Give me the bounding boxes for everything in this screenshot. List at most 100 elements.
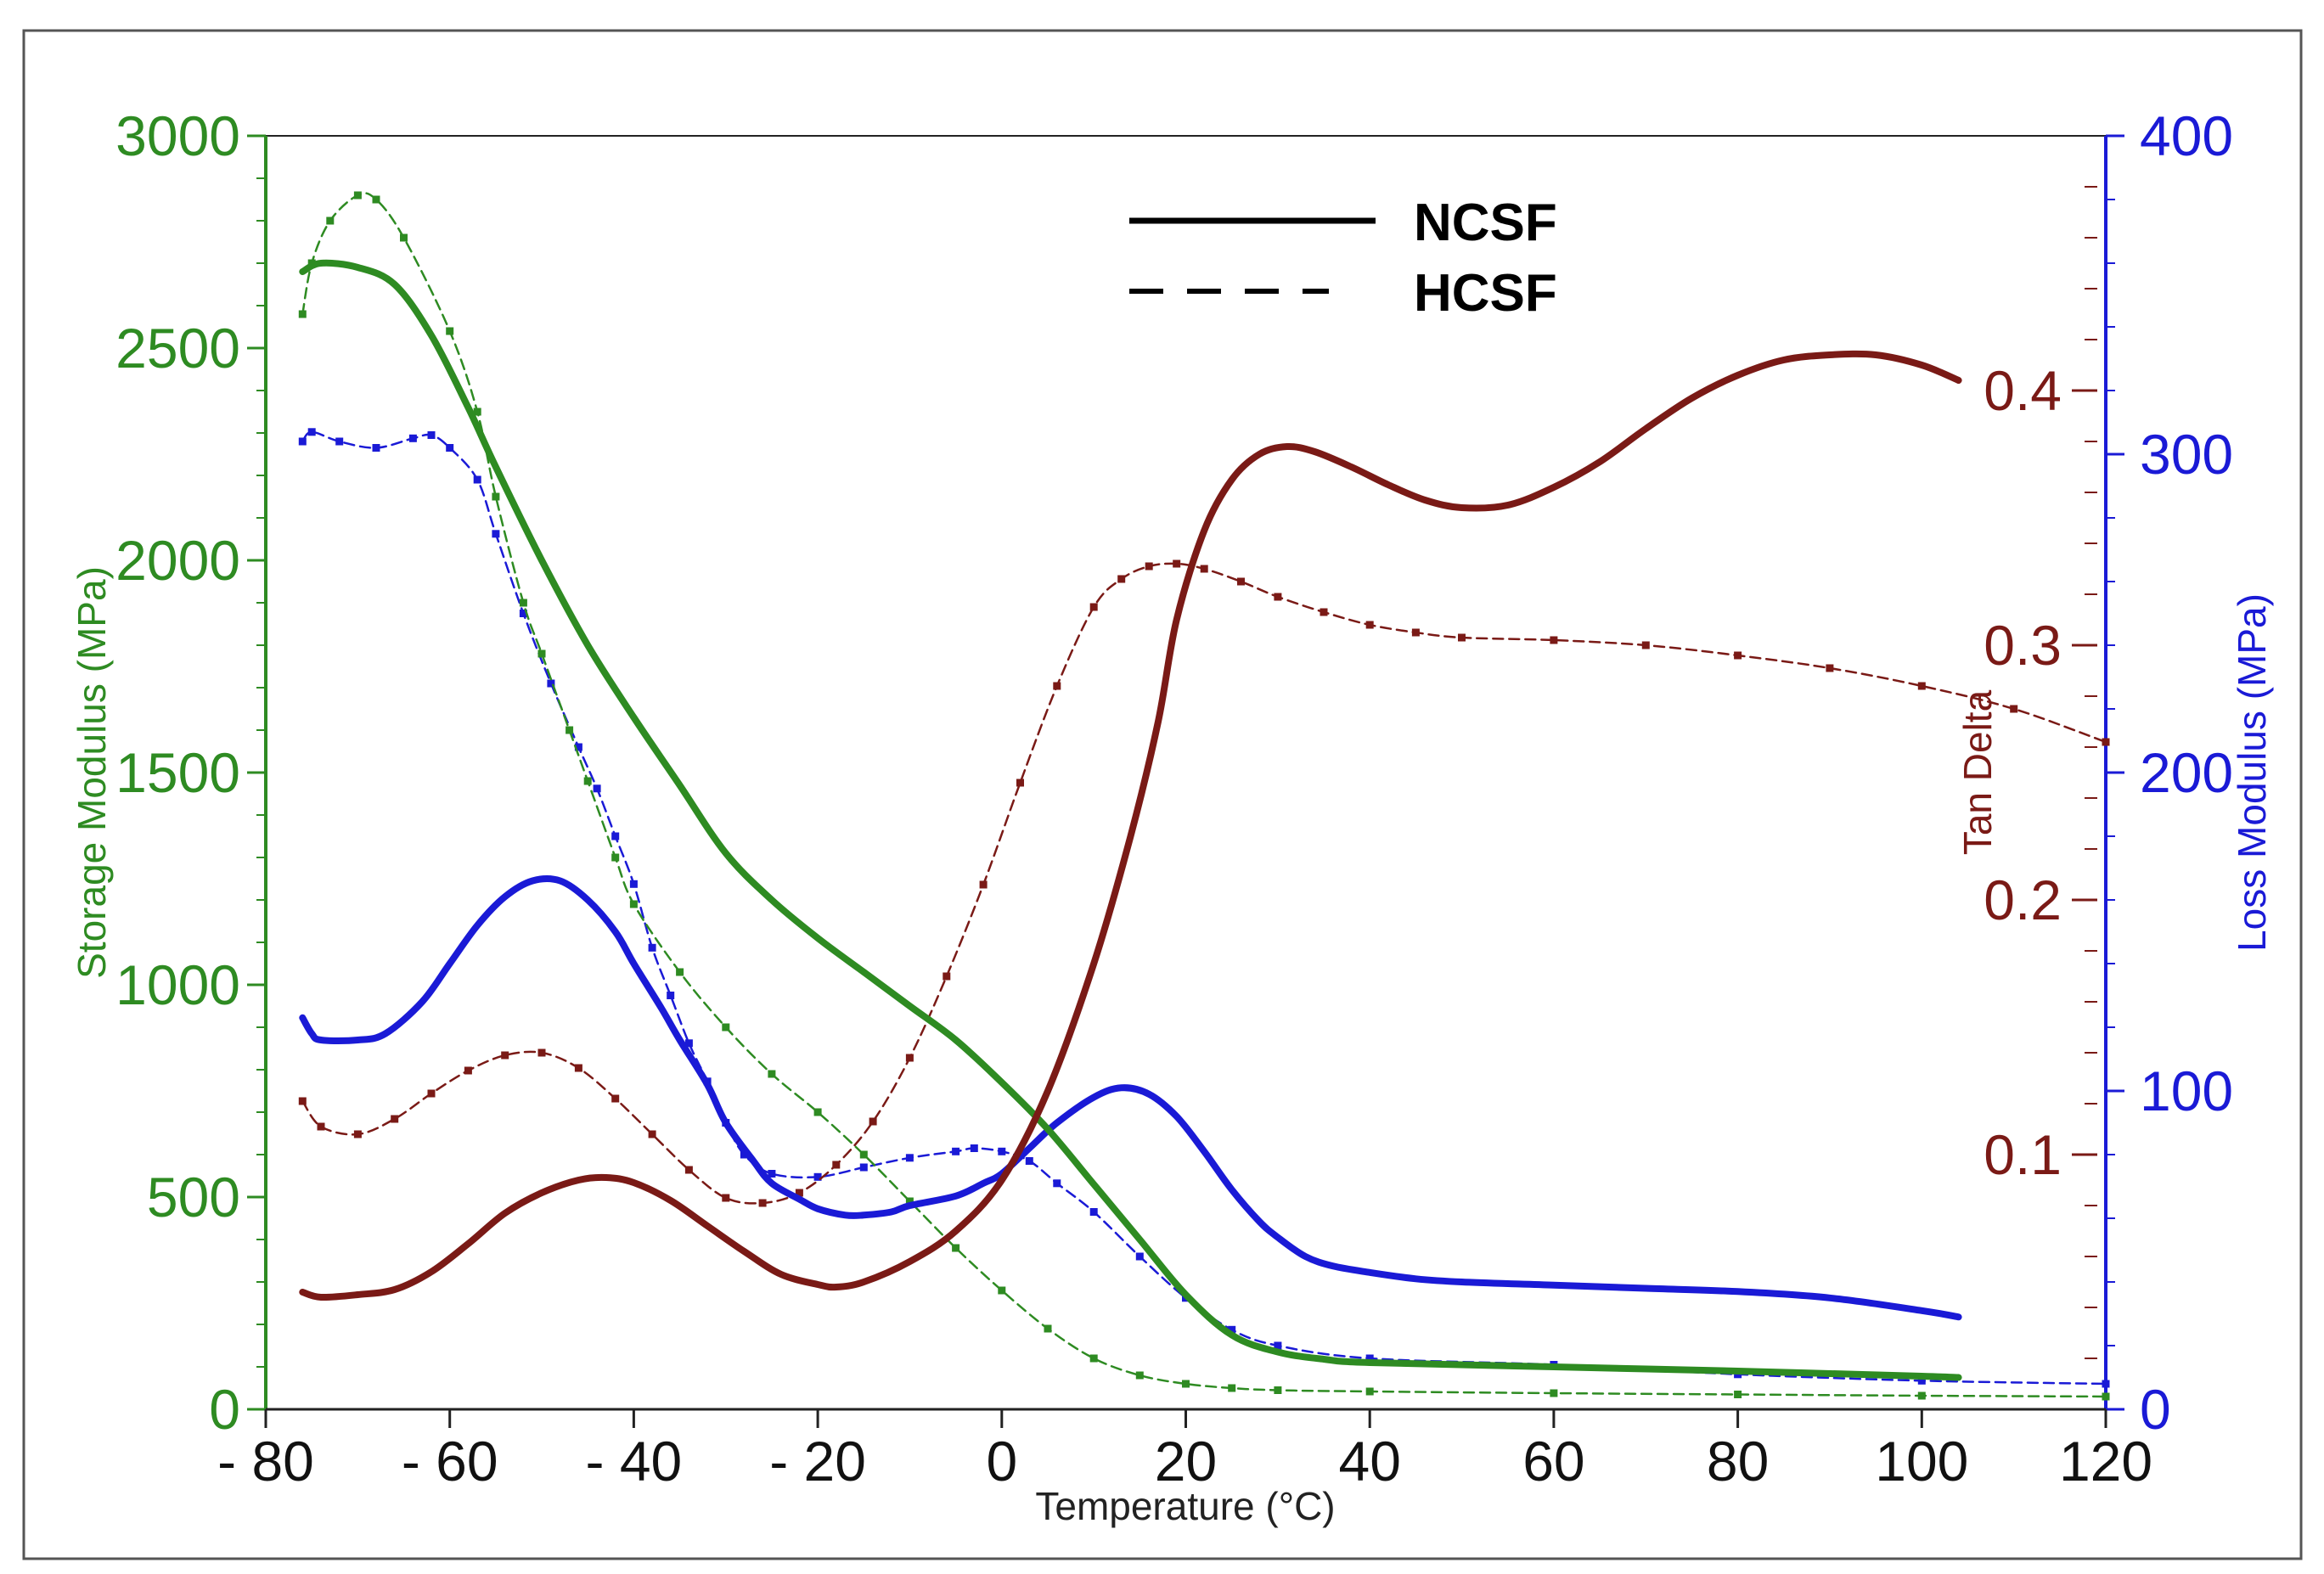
data-point-storage-modulus-hcsf <box>722 1023 730 1032</box>
data-point-tan-delta-hcsf <box>648 1130 656 1138</box>
x-tick-label: 0 <box>986 1430 1017 1492</box>
x-tick-label: 40 <box>1338 1430 1400 1492</box>
data-point-loss-modulus-hcsf <box>684 1039 693 1048</box>
data-point-loss-modulus-hcsf <box>408 434 417 442</box>
data-point-storage-modulus-hcsf <box>1734 1391 1742 1398</box>
data-point-loss-modulus-hcsf <box>1025 1157 1033 1165</box>
x-axis-ticks: - 80 - 60 - 40 - 20 0 20 40 60 80 100 120 <box>217 1409 2152 1492</box>
x-tick-label: 60 <box>1522 1430 1584 1492</box>
data-point-tan-delta-hcsf <box>1641 641 1650 649</box>
data-point-tan-delta-hcsf <box>1016 779 1024 787</box>
line-storage-modulus-hcsf <box>301 192 2107 1398</box>
data-point-loss-modulus-hcsf <box>1228 1325 1236 1334</box>
data-point-tan-delta-hcsf <box>1365 621 1374 629</box>
storage-tick-label: 0 <box>209 1378 240 1441</box>
tan-axis-ticks: 0.1 0.2 0.3 0.4 <box>1984 186 2097 1359</box>
loss-tick-label: 200 <box>2140 741 2233 804</box>
data-point-loss-modulus-hcsf <box>905 1154 914 1162</box>
data-point-storage-modulus-hcsf <box>998 1286 1006 1295</box>
data-point-loss-modulus-hcsf <box>519 610 527 617</box>
data-point-loss-modulus-hcsf <box>307 428 316 436</box>
data-point-storage-modulus-hcsf <box>905 1197 914 1206</box>
loss-axis: 0 100 200 300 400 Loss Modulus (MPa) <box>2104 104 2274 1441</box>
data-point-tan-delta-hcsf <box>1826 664 1834 672</box>
data-point-loss-modulus-hcsf <box>648 943 656 952</box>
data-point-storage-modulus-hcsf <box>1135 1371 1144 1380</box>
data-point-loss-modulus-hcsf <box>970 1144 978 1152</box>
data-point-loss-modulus-hcsf <box>1917 1376 1926 1385</box>
data-point-tan-delta-hcsf <box>869 1117 877 1126</box>
data-point-tan-delta-hcsf <box>905 1054 914 1062</box>
storage-tick-label: 2000 <box>115 529 240 592</box>
loss-tick-label: 300 <box>2140 423 2233 486</box>
data-point-storage-modulus-hcsf <box>353 191 362 200</box>
data-point-loss-modulus-hcsf <box>1274 1341 1282 1350</box>
data-point-loss-modulus-hcsf <box>1365 1354 1374 1363</box>
data-point-tan-delta-hcsf <box>1200 565 1208 573</box>
data-point-tan-delta-hcsf <box>1053 682 1061 690</box>
data-point-loss-modulus-hcsf <box>667 992 675 999</box>
data-point-tan-delta-hcsf <box>317 1122 325 1131</box>
loss-axis-ticks: 0 100 200 300 400 <box>2106 104 2233 1441</box>
data-point-tan-delta-hcsf <box>1411 628 1420 637</box>
data-point-storage-modulus-hcsf <box>400 233 408 242</box>
data-point-storage-modulus-hcsf <box>676 968 684 976</box>
data-point-storage-modulus-hcsf <box>1044 1324 1052 1333</box>
data-point-storage-modulus-hcsf <box>611 853 620 862</box>
data-point-tan-delta-hcsf <box>537 1048 546 1057</box>
data-point-storage-modulus-hcsf <box>298 310 307 318</box>
tan-tick-label: 0.1 <box>1984 1123 2062 1186</box>
storage-tick-label: 1500 <box>115 741 240 804</box>
data-point-loss-modulus-hcsf <box>1135 1252 1144 1261</box>
series-storage-modulus-hcsf <box>298 191 2110 1401</box>
data-point-loss-modulus-hcsf <box>298 437 307 446</box>
data-point-storage-modulus-hcsf <box>1550 1389 1558 1397</box>
loss-tick-label: 100 <box>2140 1060 2233 1122</box>
tan-axis: 0.1 0.2 0.3 0.4 Tan Delta <box>1955 186 2097 1359</box>
storage-tick-label: 500 <box>147 1166 240 1228</box>
data-point-storage-modulus-hcsf <box>2102 1392 2110 1401</box>
data-point-tan-delta-hcsf <box>2102 738 2110 746</box>
series-tan-delta-ncsf <box>299 350 1962 1301</box>
data-point-storage-modulus-hcsf <box>952 1244 960 1252</box>
data-point-tan-delta-hcsf <box>391 1115 399 1123</box>
storage-tick-label: 1000 <box>115 953 240 1016</box>
series-layer <box>298 191 2110 1401</box>
data-point-tan-delta-hcsf <box>2010 705 2018 713</box>
data-point-tan-delta-hcsf <box>1173 559 1181 568</box>
tan-tick-label: 0.2 <box>1984 869 2062 931</box>
x-axis: - 80 - 60 - 40 - 20 0 20 40 60 80 100 120 Temperat… <box>217 1408 2152 1528</box>
data-point-storage-modulus-hcsf <box>1228 1384 1236 1392</box>
data-point-tan-delta-hcsf <box>684 1166 693 1174</box>
storage-axis-title: Storage Modulus (MPa) <box>70 566 114 979</box>
data-point-tan-delta-hcsf <box>501 1051 509 1060</box>
storage-tick-label: 2500 <box>115 317 240 379</box>
x-tick-label: - 80 <box>217 1430 314 1492</box>
data-point-storage-modulus-hcsf <box>583 777 592 785</box>
data-point-loss-modulus-hcsf <box>372 444 380 452</box>
data-point-loss-modulus-hcsf <box>446 444 454 452</box>
data-point-tan-delta-hcsf <box>1117 575 1126 583</box>
storage-axis: 0 500 1000 1500 2000 2500 3000 Storage Modulus… <box>70 104 267 1441</box>
data-point-storage-modulus-hcsf <box>519 599 527 607</box>
data-point-tan-delta-hcsf <box>1550 636 1558 644</box>
data-point-tan-delta-hcsf <box>758 1199 767 1207</box>
loss-tick-label: 0 <box>2140 1378 2171 1441</box>
data-point-storage-modulus-hcsf <box>566 726 574 734</box>
data-point-loss-modulus-hcsf <box>813 1172 822 1181</box>
data-point-tan-delta-hcsf <box>611 1094 620 1103</box>
data-point-loss-modulus-hcsf <box>952 1147 960 1155</box>
data-point-storage-modulus-hcsf <box>473 408 481 416</box>
data-point-storage-modulus-hcsf <box>1089 1354 1098 1363</box>
line-loss-modulus-hcsf <box>301 430 2107 1386</box>
data-point-loss-modulus-hcsf <box>1089 1208 1098 1216</box>
data-point-tan-delta-hcsf <box>298 1097 307 1105</box>
data-point-tan-delta-hcsf <box>1089 603 1098 611</box>
plot-area-frame <box>265 135 2107 1410</box>
data-point-storage-modulus-hcsf <box>859 1150 868 1159</box>
data-point-loss-modulus-hcsf <box>629 880 638 888</box>
data-point-loss-modulus-hcsf <box>335 437 344 446</box>
storage-axis-ticks: 0 500 1000 1500 2000 2500 3000 <box>115 104 266 1441</box>
tan-tick-label: 0.4 <box>1984 359 2062 422</box>
